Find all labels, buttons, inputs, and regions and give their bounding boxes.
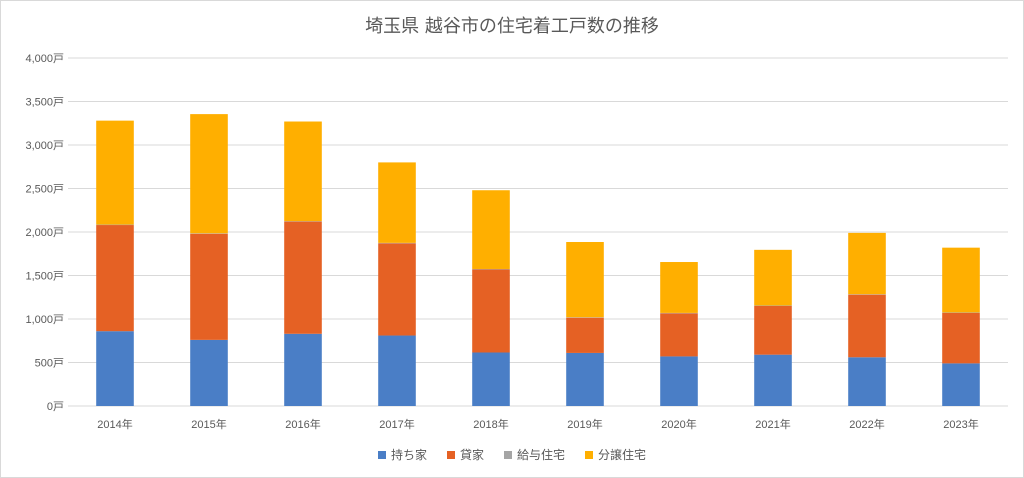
legend-item: 持ち家 bbox=[377, 446, 427, 463]
bar-segment bbox=[190, 233, 228, 340]
legend-item: 貸家 bbox=[446, 446, 484, 463]
legend-swatch bbox=[504, 450, 512, 459]
legend-label: 貸家 bbox=[459, 448, 484, 462]
bar-segment bbox=[378, 335, 416, 406]
bar-segment bbox=[378, 243, 416, 336]
bar-segment bbox=[96, 225, 134, 332]
bar-segment bbox=[848, 357, 886, 406]
x-tick-label: 2022年 bbox=[849, 417, 884, 431]
bar-segment bbox=[566, 317, 604, 353]
bar-segment bbox=[96, 331, 134, 406]
x-tick-label: 2016年 bbox=[285, 417, 320, 431]
y-tick-label: 3,000戸 bbox=[25, 140, 64, 152]
y-tick-label: 2,000戸 bbox=[25, 227, 64, 239]
bar-segment bbox=[942, 363, 980, 406]
legend-swatch bbox=[585, 450, 594, 459]
bar-segment bbox=[284, 121, 322, 222]
bar-segment bbox=[942, 312, 980, 364]
bar-segment bbox=[942, 247, 980, 313]
y-tick-label: 2,500戸 bbox=[25, 184, 64, 196]
y-tick-label: 500戸 bbox=[35, 358, 64, 370]
bar-segment bbox=[284, 333, 322, 406]
y-tick-label: 1,000戸 bbox=[25, 314, 64, 326]
bar-segment bbox=[848, 232, 886, 295]
y-tick-label: 4,000戸 bbox=[25, 53, 64, 65]
x-tick-label: 2015年 bbox=[191, 417, 226, 431]
bar-segment bbox=[660, 313, 698, 357]
x-tick-label: 2020年 bbox=[661, 417, 696, 431]
legend-swatch bbox=[377, 450, 386, 459]
bar-segment bbox=[284, 221, 322, 334]
legend-label: 持ち家 bbox=[390, 448, 427, 462]
x-tick-label: 2019年 bbox=[567, 417, 602, 431]
y-tick-label: 0戸 bbox=[47, 401, 64, 413]
y-tick-label: 3,500戸 bbox=[25, 97, 64, 109]
bar-segment bbox=[754, 354, 792, 406]
bar-segment bbox=[660, 356, 698, 406]
x-tick-label: 2018年 bbox=[473, 417, 508, 431]
bar-segment bbox=[472, 269, 510, 353]
bar-segment bbox=[190, 114, 228, 234]
bar-segment bbox=[566, 242, 604, 318]
bar-segment bbox=[566, 352, 604, 406]
x-tick-label: 2021年 bbox=[755, 417, 790, 431]
bar-segment bbox=[660, 262, 698, 313]
bar-segment bbox=[472, 190, 510, 269]
x-tick-label: 2023年 bbox=[943, 417, 978, 431]
x-tick-label: 2014年 bbox=[97, 417, 132, 431]
legend-item: 給与住宅 bbox=[504, 446, 565, 463]
bar-segment bbox=[848, 294, 886, 358]
legend-item: 分譲住宅 bbox=[585, 446, 646, 463]
legend-label: 給与住宅 bbox=[517, 448, 566, 462]
legend-label: 分譲住宅 bbox=[598, 448, 647, 462]
bar-segment bbox=[754, 249, 792, 306]
chart-title: 埼玉県 越谷市の住宅着工戸数の推移 bbox=[365, 16, 659, 37]
bar-segment bbox=[378, 162, 416, 243]
bar-segment bbox=[96, 120, 134, 225]
bar-segment bbox=[190, 339, 228, 406]
bar-segment bbox=[472, 352, 510, 406]
x-tick-label: 2017年 bbox=[379, 417, 414, 431]
bar-segment bbox=[754, 305, 792, 355]
legend-swatch bbox=[446, 450, 455, 459]
legend: 持ち家 貸家 給与住宅 分譲住宅 bbox=[0, 446, 1024, 463]
y-tick-label: 1,500戸 bbox=[25, 271, 64, 283]
